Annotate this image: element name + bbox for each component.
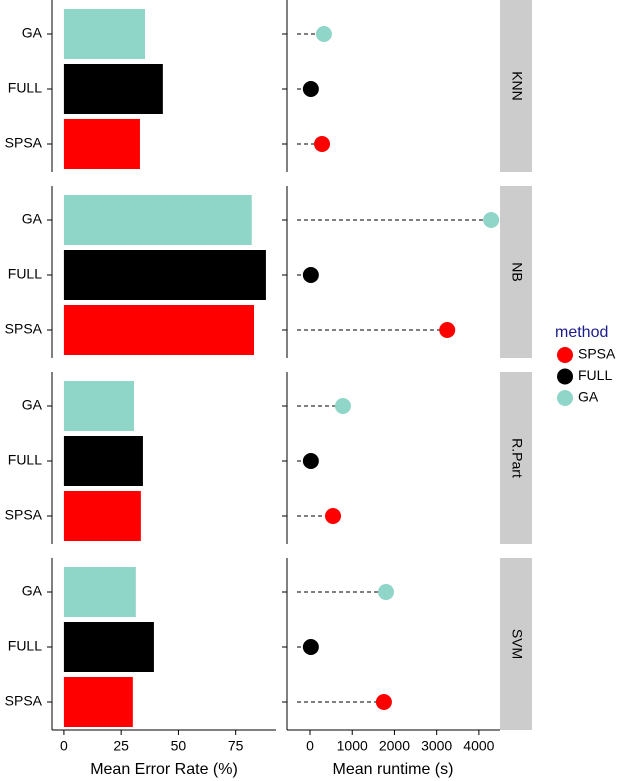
x-tick-label: 4000 [463,738,494,754]
facet-label: KNN [509,71,525,101]
dot [302,639,319,655]
bar [63,119,140,169]
dot [302,81,319,97]
y-tick-label: FULL [8,266,42,282]
dot [302,267,319,283]
facet-label: NB [509,262,525,281]
y-tick-label: FULL [8,638,42,654]
legend-swatch [557,347,573,363]
legend-label: GA [578,389,599,405]
bar [63,567,136,617]
y-tick-label: GA [22,397,43,413]
y-tick-label: GA [22,25,43,41]
bar [63,195,252,245]
y-tick-label: SPSA [5,507,43,523]
legend-label: SPSA [578,346,616,362]
y-tick-label: GA [22,211,43,227]
facet-strip [500,372,532,544]
x-tick-label: 50 [171,738,187,754]
dot [439,322,456,338]
y-tick-label: SPSA [5,321,43,337]
bar [63,64,163,114]
y-tick-label: FULL [8,80,42,96]
x-tick-label: 3000 [421,738,452,754]
dot [334,398,351,414]
x-tick-label: 75 [228,738,244,754]
x-tick-label: 0 [306,738,314,754]
y-tick-label: FULL [8,452,42,468]
x-tick-label: 2000 [379,738,410,754]
dot [375,694,392,710]
bar [63,381,134,431]
legend-swatch [557,368,573,385]
facet-strip [500,558,532,730]
x-axis-title: Mean runtime (s) [333,761,454,778]
legend-label: FULL [578,367,612,383]
bar [63,9,145,59]
y-tick-label: SPSA [5,693,43,709]
bar [63,436,143,486]
y-tick-label: GA [22,583,43,599]
x-tick-label: 25 [113,738,129,754]
dot [378,584,395,600]
x-axis-title: Mean Error Rate (%) [90,761,238,778]
dot [483,212,500,228]
dot [325,508,342,524]
dot [302,453,319,469]
dot [315,26,332,42]
legend-swatch [557,390,573,406]
facet-label: SVM [509,629,525,659]
facet-label: R.Part [509,438,525,478]
dot [314,136,331,152]
y-tick-label: SPSA [5,135,43,151]
facet-strip [500,186,532,358]
facet-strip [500,0,532,172]
legend-title: method [555,324,608,341]
bar [63,491,141,541]
bar [63,677,133,727]
x-tick-label: 1000 [337,738,368,754]
bar [63,622,154,672]
x-tick-label: 0 [60,738,68,754]
bar [63,250,266,300]
bar [63,305,255,355]
